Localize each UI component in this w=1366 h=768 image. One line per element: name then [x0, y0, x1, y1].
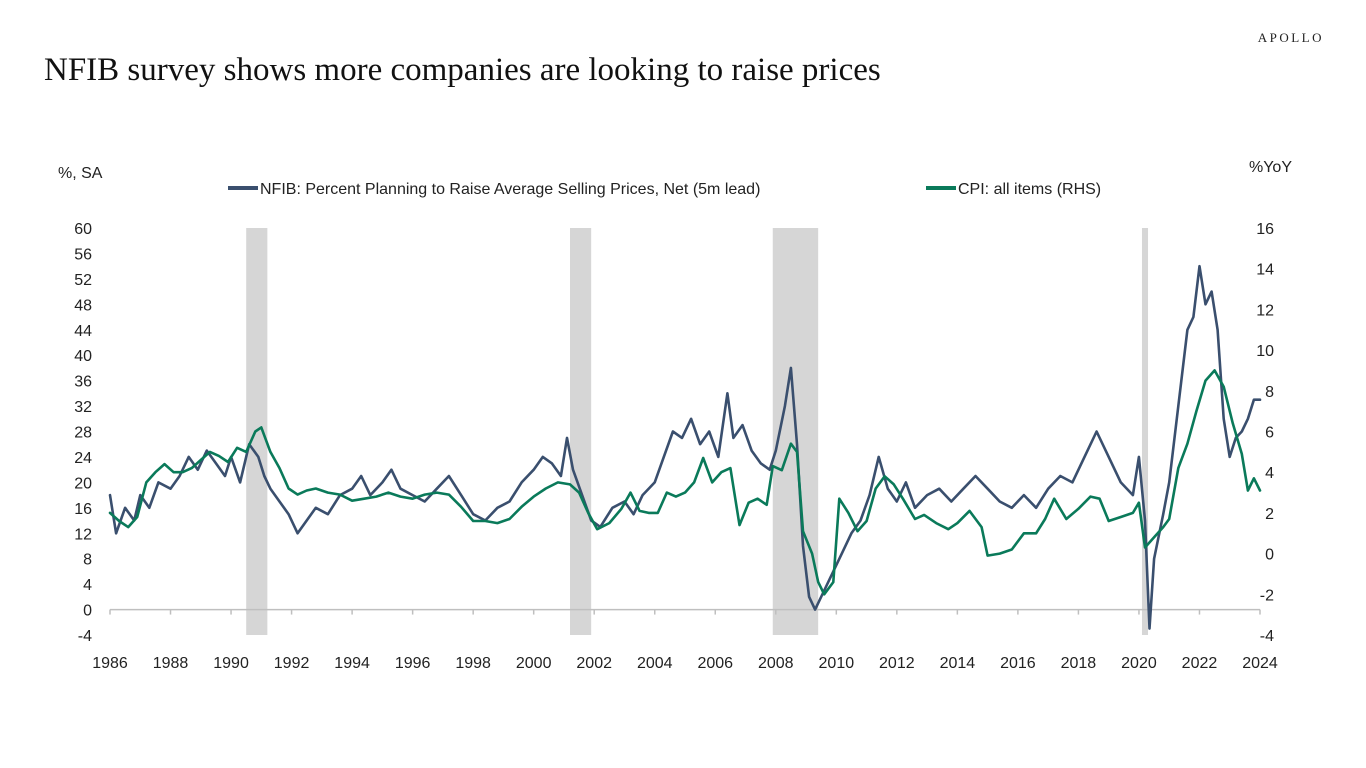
y-left-tick-label-48: 48: [74, 297, 92, 314]
y-right-tick-label-16: 16: [1256, 221, 1274, 238]
x-tick-label-1998: 1998: [455, 655, 491, 672]
x-tick-label-2014: 2014: [940, 655, 976, 672]
y-left-tick-label-12: 12: [74, 526, 92, 543]
series-line-cpi: [108, 369, 1262, 596]
x-axis-ticks: 1986 1988 1990 1992 1994 1996 1998 2000 2002 2004…: [92, 609, 1278, 672]
x-tick-label-2022: 2022: [1182, 655, 1218, 672]
x-tick-label-2010: 2010: [819, 655, 855, 672]
x-tick-label-2012: 2012: [879, 655, 915, 672]
recession-band-2: [570, 228, 592, 635]
y-axis-left-label: %, SA: [58, 165, 103, 182]
x-tick-label-1994: 1994: [334, 655, 370, 672]
legend-label-cpi: CPI: all items (RHS): [958, 181, 1101, 198]
series-line-nfib: [108, 264, 1262, 630]
legend-item-cpi: CPI: all items (RHS): [926, 181, 1101, 198]
series-lines: [108, 264, 1262, 630]
y-right-tick-label--4: -4: [1260, 628, 1274, 645]
y-right-tick-label-4: 4: [1265, 465, 1274, 482]
legend: NFIB: Percent Planning to Raise Average …: [228, 181, 1101, 198]
y-left-tick-label--4: -4: [78, 628, 92, 645]
x-tick-label-1992: 1992: [274, 655, 310, 672]
y-right-tick-label-2: 2: [1265, 506, 1274, 523]
page-title: NFIB survey shows more companies are loo…: [44, 52, 881, 88]
y-right-tick-label-0: 0: [1265, 547, 1274, 564]
y-left-tick-label-4: 4: [83, 577, 92, 594]
y-left-tick-label-0: 0: [83, 603, 92, 620]
y-right-tick-label-12: 12: [1256, 302, 1274, 319]
y-left-tick-label-8: 8: [83, 552, 92, 569]
x-tick-label-1990: 1990: [213, 655, 249, 672]
y-left-tick-label-60: 60: [74, 221, 92, 238]
x-tick-label-2006: 2006: [697, 655, 733, 672]
y-left-tick-label-32: 32: [74, 399, 92, 416]
x-tick-label-2024: 2024: [1242, 655, 1278, 672]
x-tick-label-2002: 2002: [576, 655, 612, 672]
x-tick-label-1996: 1996: [395, 655, 431, 672]
y-left-tick-label-36: 36: [74, 374, 92, 391]
y-left-tick-label-28: 28: [74, 425, 92, 442]
x-tick-label-2004: 2004: [637, 655, 673, 672]
y-left-tick-label-56: 56: [74, 246, 92, 263]
y-right-tick-label-6: 6: [1265, 425, 1274, 442]
y-right-tick-label-14: 14: [1256, 262, 1274, 279]
x-tick-label-2000: 2000: [516, 655, 552, 672]
x-tick-label-1988: 1988: [153, 655, 189, 672]
y-left-tick-label-40: 40: [74, 348, 92, 365]
y-left-tick-label-52: 52: [74, 272, 92, 289]
brand-logo: APOLLO: [1257, 30, 1324, 45]
y-left-tick-label-44: 44: [74, 323, 92, 340]
y-left-tick-label-24: 24: [74, 450, 92, 467]
x-tick-label-2008: 2008: [758, 655, 794, 672]
y-right-tick-label--2: -2: [1260, 587, 1274, 604]
recession-band-4: [1141, 228, 1149, 635]
x-tick-label-2020: 2020: [1121, 655, 1157, 672]
y-right-tick-label-10: 10: [1256, 343, 1274, 360]
legend-item-nfib: NFIB: Percent Planning to Raise Average …: [228, 181, 760, 198]
y-right-tick-label-8: 8: [1265, 384, 1274, 401]
y-axis-right-label: %YoY: [1249, 159, 1292, 176]
x-tick-label-1986: 1986: [92, 655, 128, 672]
x-tick-label-2016: 2016: [1000, 655, 1036, 672]
y-left-tick-label-20: 20: [74, 475, 92, 492]
x-tick-label-2018: 2018: [1061, 655, 1097, 672]
y-left-tick-label-16: 16: [74, 501, 92, 518]
legend-label-nfib: NFIB: Percent Planning to Raise Average …: [260, 181, 760, 198]
y-axis-right-ticks: 16 14 12 10 8 6 4 2 0 -2 -4: [1256, 221, 1274, 645]
recession-bands: [246, 228, 1149, 635]
